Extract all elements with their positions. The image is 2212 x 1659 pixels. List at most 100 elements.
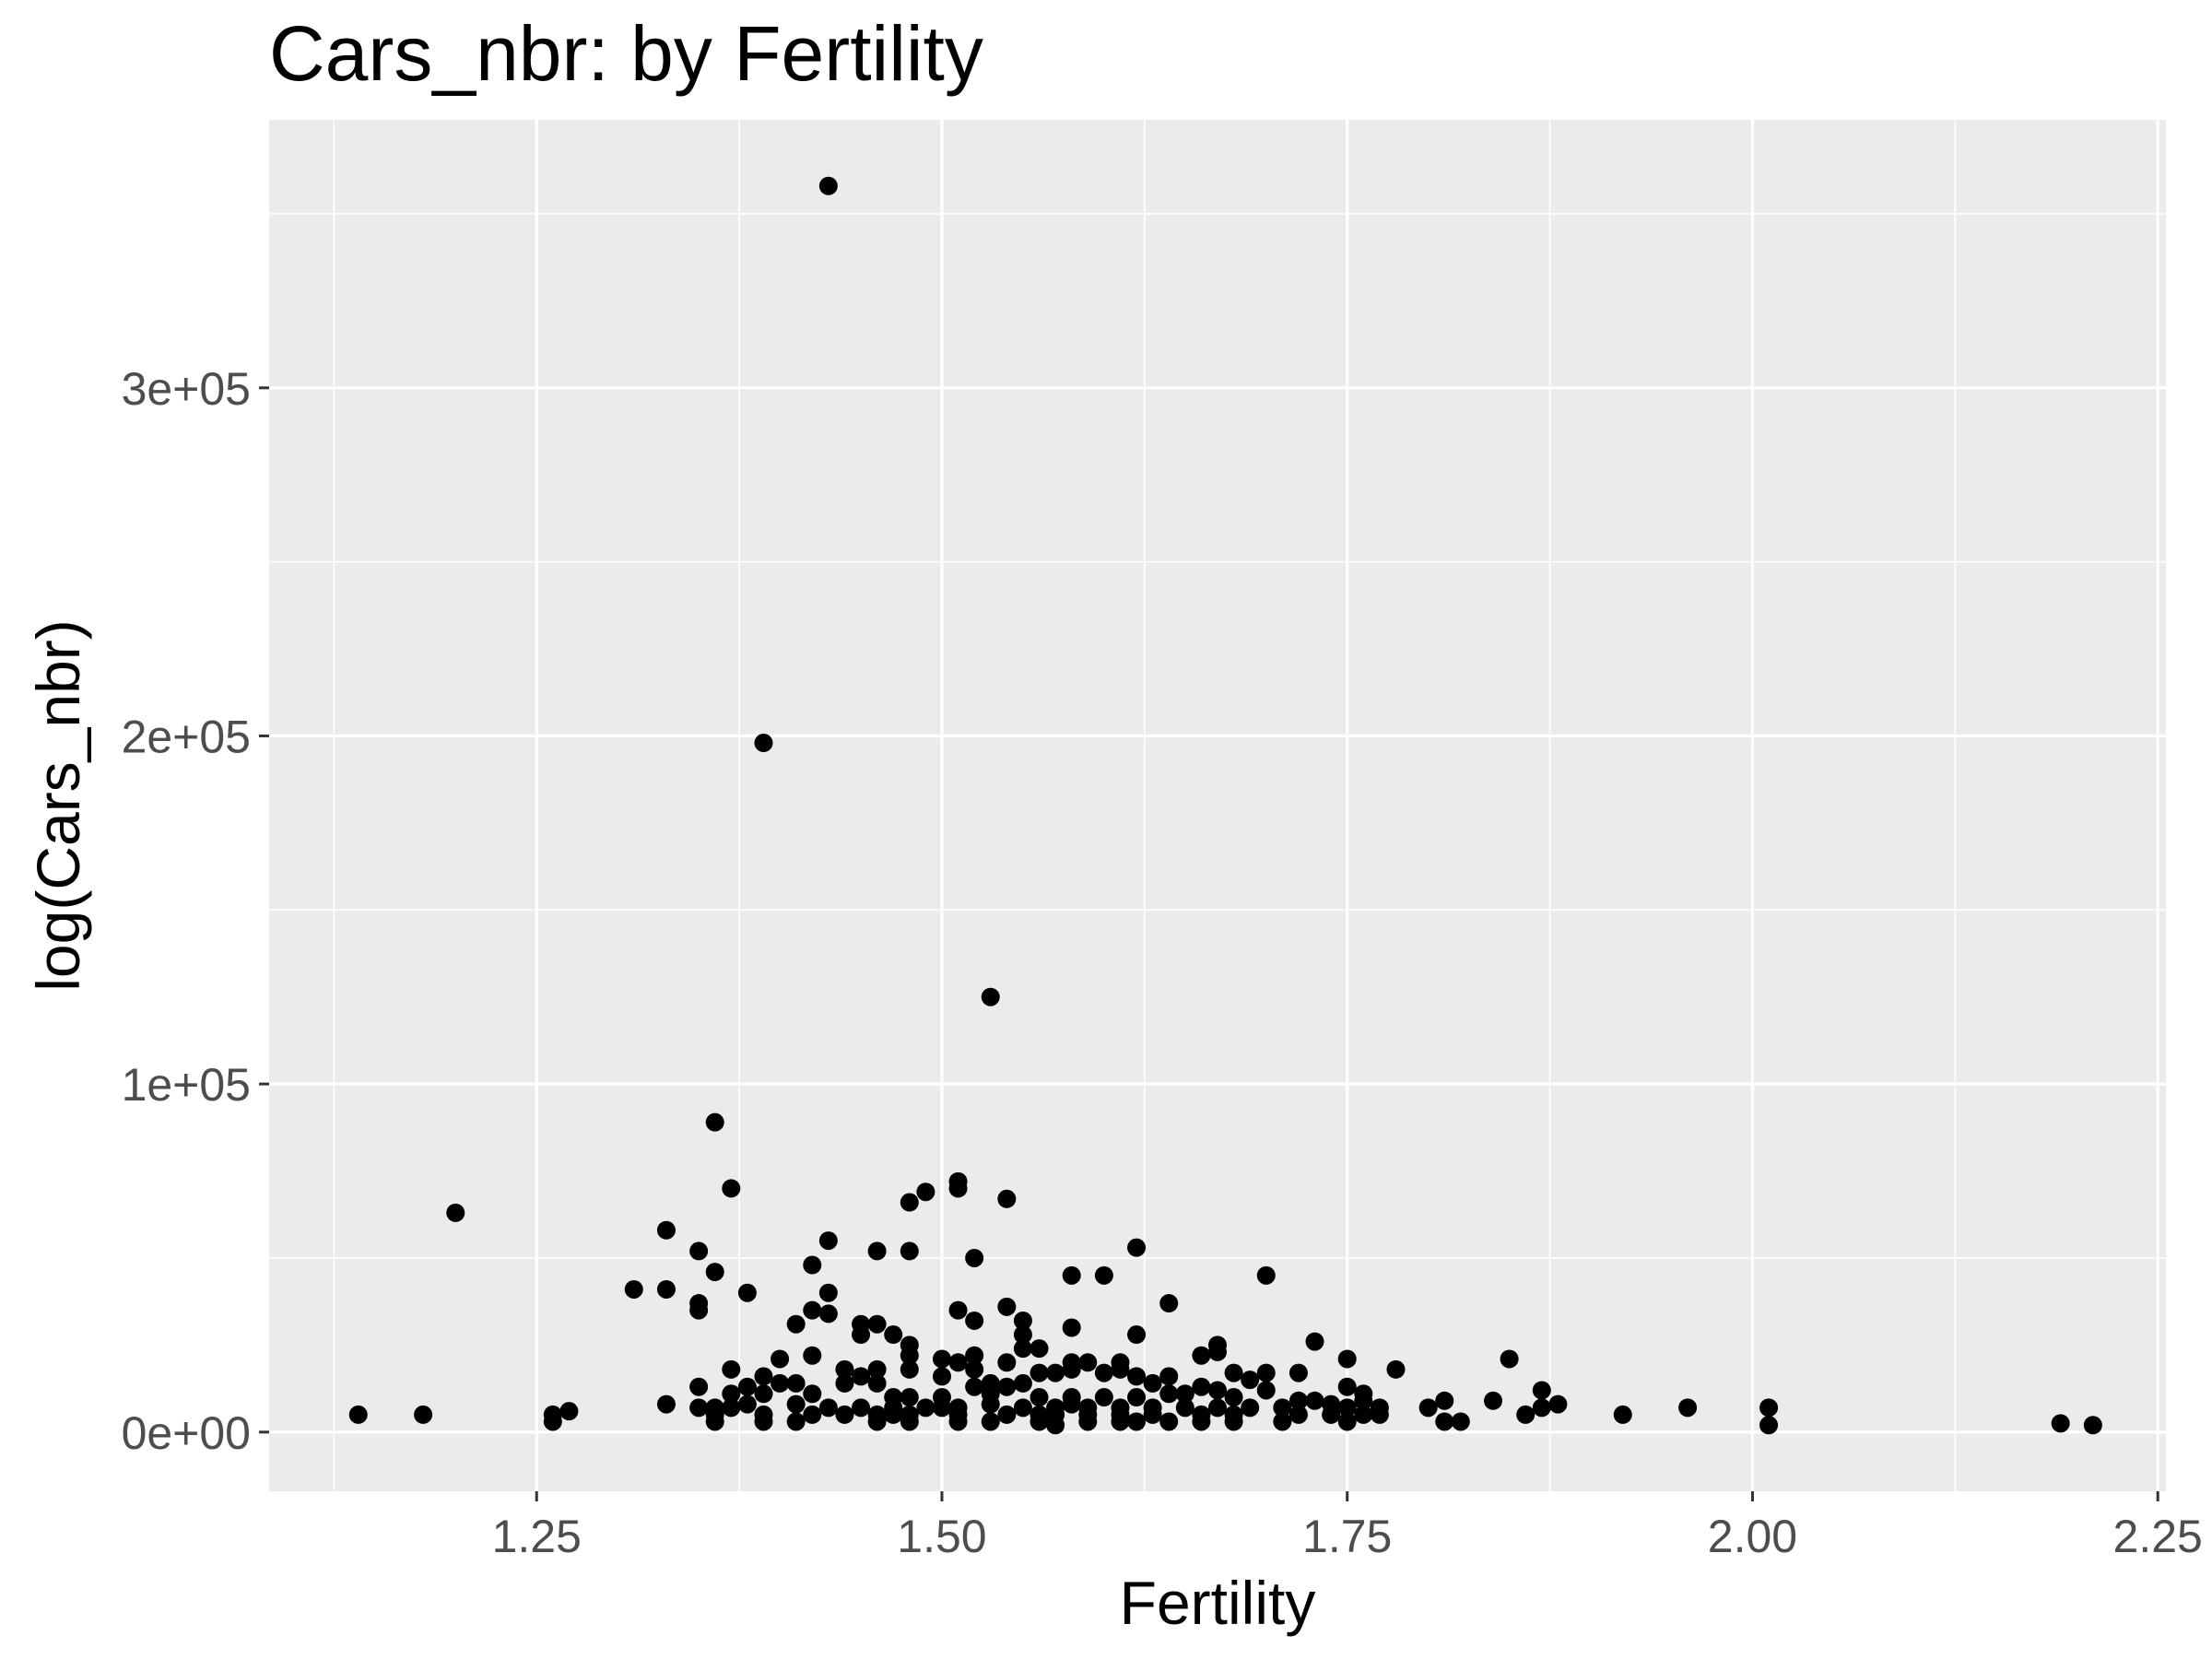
data-point xyxy=(689,1300,709,1320)
data-point xyxy=(1370,1405,1389,1424)
data-point xyxy=(1435,1391,1454,1410)
data-point xyxy=(1241,1371,1260,1390)
data-point xyxy=(786,1412,806,1431)
data-point xyxy=(1322,1405,1341,1424)
data-point xyxy=(1062,1359,1081,1379)
data-point xyxy=(818,1283,838,1302)
data-point xyxy=(737,1283,757,1302)
data-point xyxy=(803,1346,822,1365)
data-point xyxy=(1127,1325,1147,1345)
data-point xyxy=(1013,1339,1032,1359)
data-point xyxy=(818,1304,838,1324)
data-point xyxy=(1111,1359,1130,1379)
data-point xyxy=(1030,1339,1049,1359)
data-point xyxy=(803,1405,822,1424)
data-point xyxy=(1175,1398,1194,1418)
data-point xyxy=(884,1405,903,1424)
data-point xyxy=(1208,1381,1227,1400)
data-point xyxy=(900,1359,919,1379)
data-point xyxy=(1078,1412,1098,1431)
data-point xyxy=(1386,1359,1406,1379)
x-axis-title: Fertility xyxy=(1120,1569,1316,1637)
data-point xyxy=(1224,1388,1243,1407)
data-point xyxy=(867,1359,887,1379)
data-point xyxy=(818,1231,838,1251)
data-point xyxy=(1305,1332,1324,1351)
data-point xyxy=(624,1279,643,1299)
data-point xyxy=(1062,1265,1081,1285)
x-tick-label: 2.00 xyxy=(1708,1511,1797,1562)
data-point xyxy=(1288,1391,1308,1410)
data-point xyxy=(916,1182,935,1202)
data-point xyxy=(965,1311,984,1330)
data-point xyxy=(1241,1398,1260,1418)
minor-gridlines xyxy=(269,120,2166,1491)
data-point xyxy=(1288,1405,1308,1424)
data-point xyxy=(835,1405,854,1424)
data-point xyxy=(754,1412,773,1431)
x-tick-label: 2.25 xyxy=(2113,1511,2203,1562)
data-points xyxy=(348,176,2102,1435)
data-point xyxy=(835,1373,854,1393)
y-axis: 0e+00 1e+05 2e+05 3e+05 xyxy=(122,363,269,1459)
data-point xyxy=(705,1412,724,1431)
data-point xyxy=(867,1314,887,1334)
data-point xyxy=(997,1405,1017,1424)
data-point xyxy=(1759,1398,1779,1418)
data-point xyxy=(1435,1412,1454,1431)
data-point xyxy=(981,1412,1000,1431)
data-point xyxy=(722,1359,741,1379)
data-point xyxy=(965,1377,984,1396)
data-point xyxy=(1532,1381,1551,1400)
data-point xyxy=(414,1405,433,1424)
data-point xyxy=(689,1377,709,1396)
data-point xyxy=(932,1367,951,1386)
data-point xyxy=(543,1412,562,1431)
data-point xyxy=(803,1300,822,1320)
data-point xyxy=(818,1398,838,1418)
x-tick-label: 1.25 xyxy=(492,1511,582,1562)
data-point xyxy=(1354,1391,1373,1410)
data-point xyxy=(867,1373,887,1393)
chart-title: Cars_nbr: by Fertility xyxy=(269,10,983,97)
data-point xyxy=(754,1384,773,1404)
x-axis: 1.25 1.50 1.75 2.00 2.25 xyxy=(492,1491,2203,1562)
y-tick-label: 2e+05 xyxy=(122,711,251,762)
data-point xyxy=(1337,1349,1357,1369)
data-point xyxy=(981,1394,1000,1414)
y-tick-label: 3e+05 xyxy=(122,363,251,415)
data-point xyxy=(916,1398,935,1418)
x-tick-label: 1.50 xyxy=(897,1511,986,1562)
data-point xyxy=(1030,1363,1049,1382)
data-point xyxy=(1030,1388,1049,1407)
data-point xyxy=(803,1255,822,1275)
data-point xyxy=(1288,1363,1308,1382)
data-point xyxy=(656,1394,676,1414)
data-point xyxy=(900,1412,919,1431)
data-point xyxy=(1111,1412,1130,1431)
data-point xyxy=(1273,1398,1292,1418)
major-gridlines xyxy=(269,120,2166,1491)
data-point xyxy=(1484,1391,1503,1410)
data-point xyxy=(1418,1398,1438,1418)
y-tick-label: 1e+05 xyxy=(122,1059,251,1111)
data-point xyxy=(1159,1367,1179,1386)
data-point xyxy=(948,1353,968,1372)
data-point xyxy=(1159,1412,1179,1431)
data-point xyxy=(1208,1342,1227,1361)
data-point xyxy=(1305,1391,1324,1410)
data-point xyxy=(1256,1363,1276,1382)
data-point xyxy=(1013,1311,1032,1330)
data-point xyxy=(1337,1377,1357,1396)
data-point xyxy=(852,1325,871,1345)
plot-panel xyxy=(269,120,2166,1491)
data-point xyxy=(948,1179,968,1198)
data-point xyxy=(1159,1294,1179,1313)
data-point xyxy=(1062,1318,1081,1337)
data-point xyxy=(786,1373,806,1393)
data-point xyxy=(771,1349,790,1369)
data-point xyxy=(1224,1412,1243,1431)
data-point xyxy=(2083,1416,2102,1435)
data-point xyxy=(1759,1416,1779,1435)
data-point xyxy=(348,1405,368,1424)
